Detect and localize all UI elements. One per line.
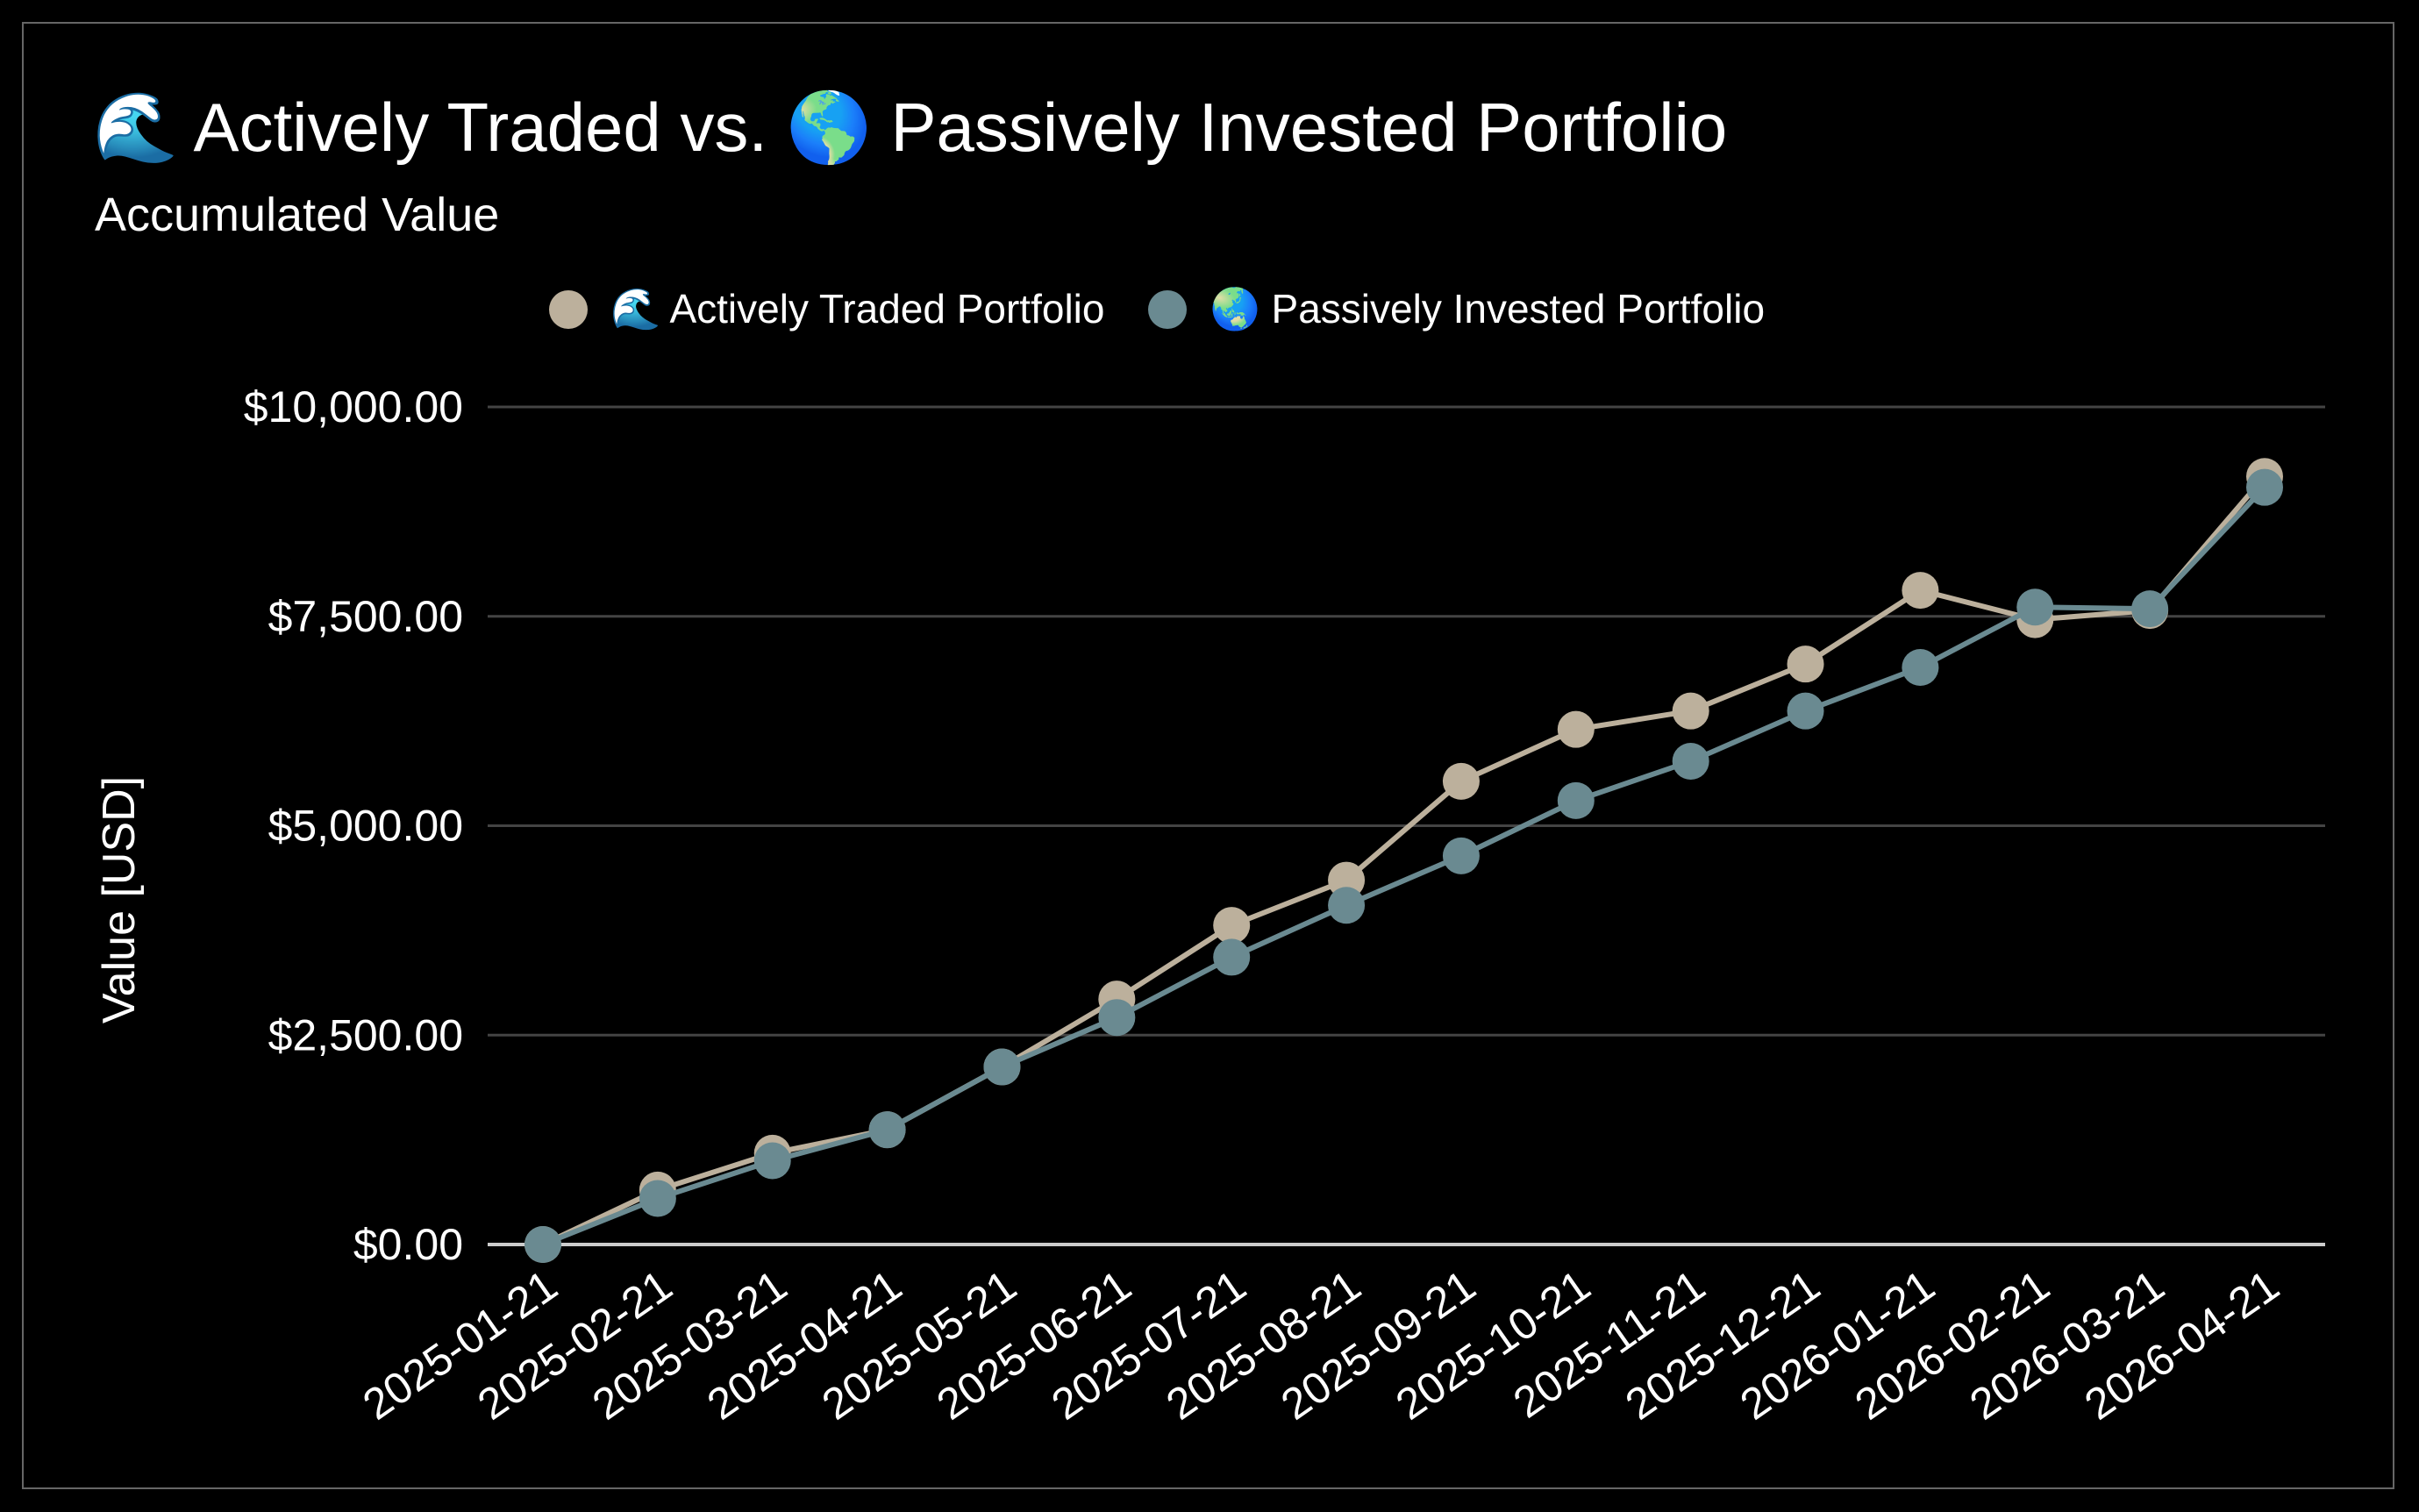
data-point-0 [1442, 762, 1480, 800]
data-point-1 [1557, 781, 1595, 819]
chart-frame [22, 22, 2394, 1489]
legend: 🌊 Actively Traded Portfolio 🌏 Passively … [0, 285, 2419, 333]
data-point-1 [753, 1142, 791, 1180]
data-point-1 [1213, 938, 1251, 976]
data-point-1 [1787, 692, 1824, 730]
data-point-1 [2016, 588, 2054, 626]
y-axis-label: Value [USD] [94, 776, 145, 1023]
legend-item-passive[interactable]: 🌏 Passively Invested Portfolio [1148, 285, 1765, 333]
data-point-1 [639, 1180, 676, 1217]
data-point-1 [1328, 887, 1366, 924]
data-point-0 [1557, 710, 1595, 748]
series-line-0 [541, 474, 2267, 1247]
data-point-1 [2131, 590, 2169, 628]
legend-label-active: 🌊 Actively Traded Portfolio [610, 286, 1105, 332]
legend-marker-active [548, 289, 588, 329]
data-point-0 [1672, 692, 1709, 730]
data-point-1 [868, 1111, 906, 1149]
y-tick-label: $10,000.00 [244, 382, 463, 431]
chart-subtitle: Accumulated Value [95, 189, 500, 241]
data-point-1 [1672, 742, 1709, 780]
series-line-1 [541, 485, 2267, 1247]
data-point-1 [2246, 468, 2283, 506]
y-tick-label: $7,500.00 [268, 592, 463, 641]
data-point-1 [1442, 837, 1480, 874]
data-point-1 [1098, 999, 1136, 1037]
chart-title: 🌊 Actively Traded vs. 🌎 Passively Invest… [93, 89, 1728, 166]
y-tick-label: $0.00 [353, 1220, 463, 1269]
legend-item-active[interactable]: 🌊 Actively Traded Portfolio [548, 285, 1105, 333]
y-tick-label: $5,000.00 [268, 802, 463, 851]
data-point-1 [983, 1048, 1021, 1086]
data-point-0 [1787, 645, 1824, 683]
legend-marker-passive [1148, 289, 1188, 329]
data-point-1 [524, 1226, 561, 1263]
y-tick-label: $2,500.00 [268, 1010, 463, 1059]
data-point-0 [1213, 907, 1251, 945]
data-point-1 [1902, 649, 1939, 687]
legend-label-passive: 🌏 Passively Invested Portfolio [1210, 286, 1766, 332]
data-point-0 [1902, 572, 1939, 610]
